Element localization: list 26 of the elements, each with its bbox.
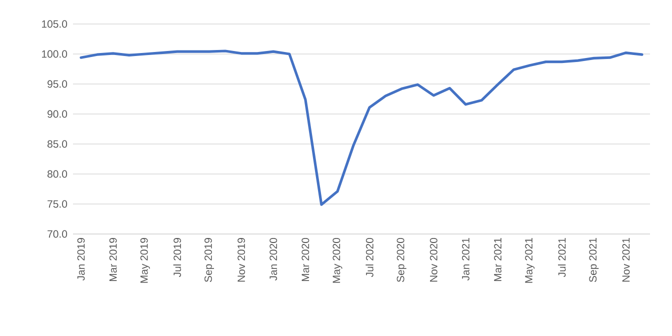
x-tick-label: Jan 2020: [270, 238, 278, 281]
x-tick-label: Jul 2021: [558, 238, 566, 278]
x-tick-label: May 2019: [140, 238, 150, 283]
x-tick-label: Sep 2021: [589, 238, 599, 282]
x-tick-label: Jan 2019: [77, 238, 85, 281]
x-tick-label: Jul 2019: [173, 238, 182, 278]
x-tick-label: Nov 2019: [238, 238, 246, 282]
x-tick-label: Nov 2020: [430, 238, 438, 282]
y-tick-label: 105.0: [42, 20, 68, 28]
x-tick-label: Jan 2021: [462, 238, 470, 281]
x-tick-label: May 2021: [525, 238, 535, 283]
y-tick-label: 100.0: [42, 50, 68, 58]
y-tick-label: 90.0: [48, 110, 68, 118]
y-tick-label: 70.0: [48, 230, 68, 238]
x-tick-label: Mar 2019: [109, 238, 117, 282]
x-tick-label: Sep 2020: [396, 238, 406, 282]
x-tick-label: Jul 2020: [366, 238, 374, 278]
y-tick-label: 95.0: [48, 80, 68, 88]
x-tick-label: Mar 2021: [494, 238, 502, 282]
x-tick-label: Mar 2020: [302, 238, 310, 282]
x-tick-label: Nov 2021: [622, 238, 630, 282]
x-tick-label: Sep 2019: [204, 238, 214, 282]
y-tick-label: 80.0: [48, 170, 68, 178]
y-tick-label: 85.0: [48, 140, 68, 148]
y-tick-label: 75.0: [48, 200, 68, 208]
x-tick-label: May 2020: [332, 238, 342, 283]
